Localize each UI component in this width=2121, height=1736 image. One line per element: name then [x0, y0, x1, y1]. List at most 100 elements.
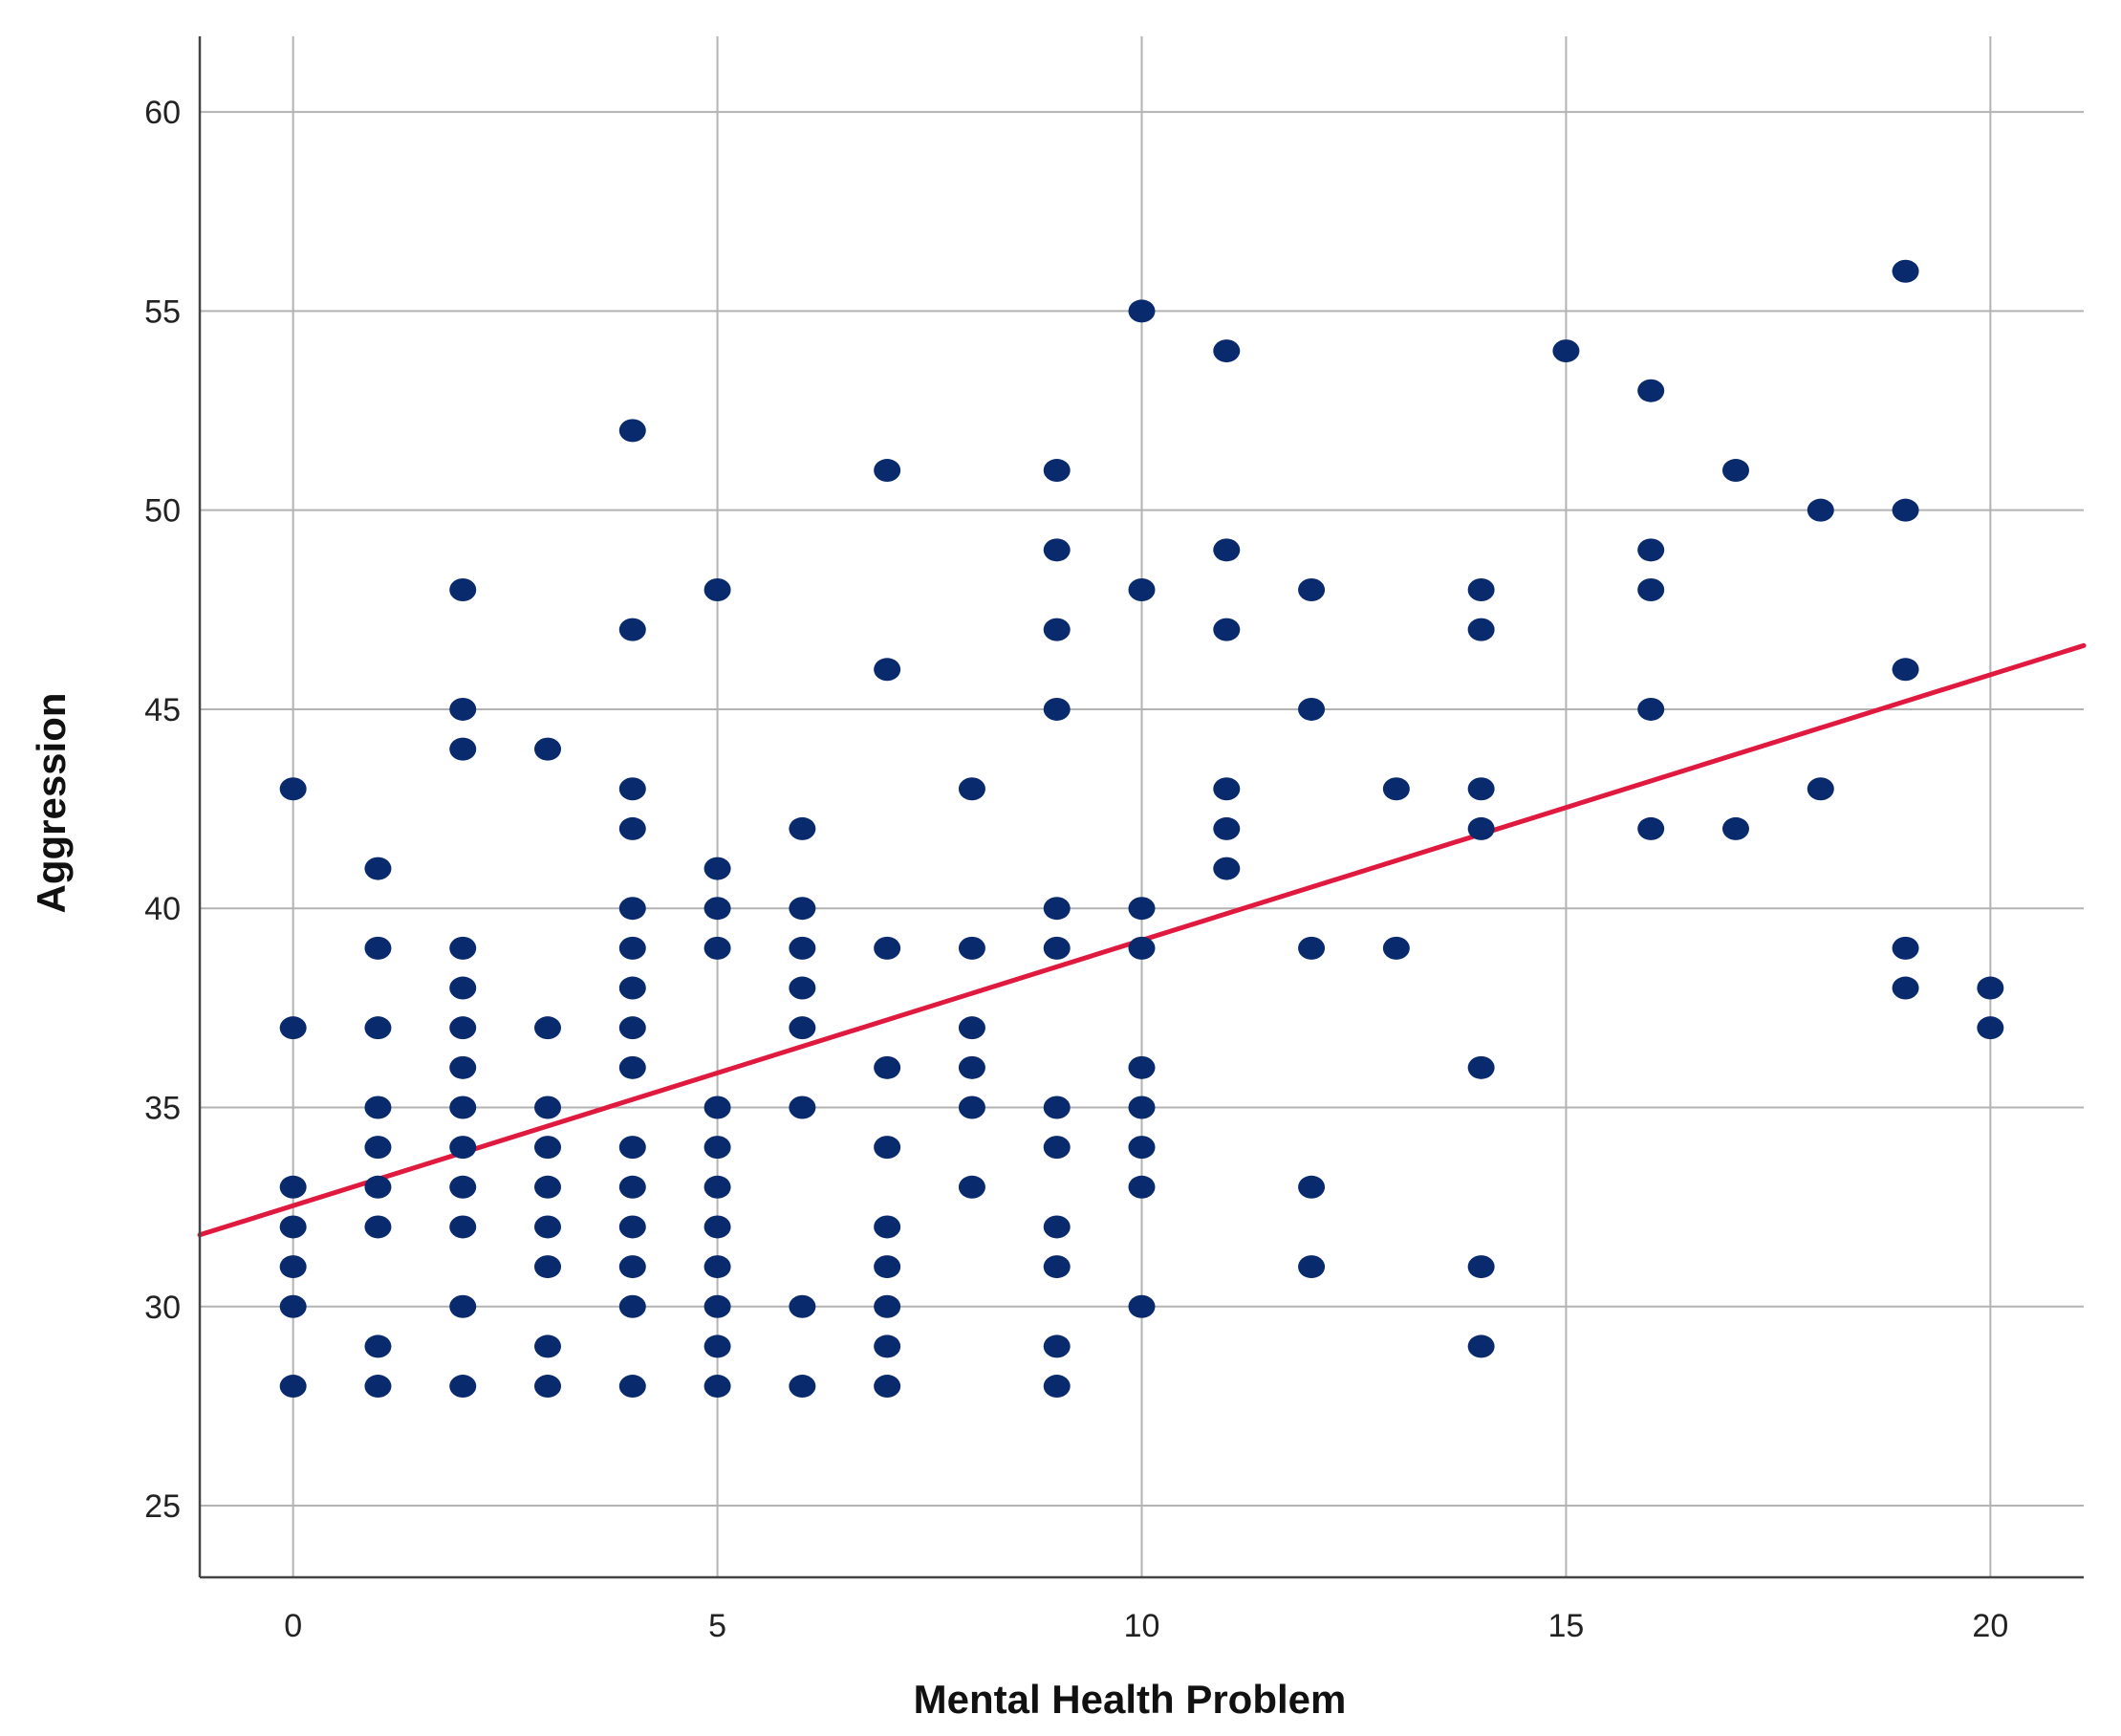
data-point	[449, 737, 477, 761]
data-point	[1637, 538, 1665, 562]
data-point	[1043, 697, 1071, 721]
data-point	[1213, 618, 1241, 641]
data-point	[703, 936, 731, 960]
data-point	[618, 897, 646, 921]
data-point	[1128, 577, 1156, 601]
data-point	[703, 857, 731, 880]
data-point	[279, 1294, 307, 1318]
data-point	[279, 777, 307, 801]
data-point	[449, 1055, 477, 1079]
data-point	[1298, 936, 1326, 960]
data-point	[618, 1175, 646, 1199]
data-point	[1467, 816, 1495, 840]
data-point	[279, 1215, 307, 1239]
data-point	[789, 816, 816, 840]
data-point	[874, 1136, 901, 1160]
data-point	[364, 1375, 392, 1399]
data-point	[1043, 618, 1071, 641]
data-point	[874, 1294, 901, 1318]
data-point	[364, 857, 392, 880]
data-point	[618, 1136, 646, 1160]
data-point	[1892, 936, 1919, 960]
data-point	[1213, 538, 1241, 562]
data-point	[958, 777, 985, 801]
data-point	[534, 1136, 562, 1160]
data-point	[364, 1136, 392, 1160]
data-point	[874, 1375, 901, 1399]
data-point	[1892, 976, 1919, 1000]
data-point	[1128, 1136, 1156, 1160]
data-point	[1298, 577, 1326, 601]
data-point	[874, 1255, 901, 1279]
y-tick-label: 25	[144, 1488, 181, 1525]
data-point	[789, 1294, 816, 1318]
data-point	[703, 1335, 731, 1358]
y-tick-label: 40	[144, 891, 181, 927]
data-point	[364, 1215, 392, 1239]
data-point	[364, 1335, 392, 1358]
data-point	[618, 1055, 646, 1079]
data-point	[874, 1215, 901, 1239]
data-point	[449, 1375, 477, 1399]
data-point	[703, 1215, 731, 1239]
data-point	[534, 1096, 562, 1119]
data-point	[1298, 1175, 1326, 1199]
data-point	[1467, 1055, 1495, 1079]
data-point	[1892, 259, 1919, 283]
data-point	[1043, 897, 1071, 921]
data-points	[279, 259, 2004, 1399]
data-point	[1382, 936, 1410, 960]
data-point	[449, 1175, 477, 1199]
data-point	[1977, 976, 2004, 1000]
data-point	[449, 1136, 477, 1160]
data-point	[534, 1175, 562, 1199]
data-point	[449, 1215, 477, 1239]
data-point	[279, 1016, 307, 1040]
data-point	[703, 1255, 731, 1279]
data-point	[703, 577, 731, 601]
data-point	[874, 459, 901, 483]
data-point	[279, 1175, 307, 1199]
data-point	[1043, 1215, 1071, 1239]
data-point	[874, 1055, 901, 1079]
data-point	[1637, 816, 1665, 840]
data-point	[1043, 1375, 1071, 1399]
data-point	[618, 1375, 646, 1399]
y-axis-title: Aggression	[29, 692, 74, 913]
data-point	[789, 1096, 816, 1119]
data-point	[703, 1294, 731, 1318]
y-tick-label: 30	[144, 1290, 181, 1326]
data-point	[279, 1255, 307, 1279]
data-point	[1213, 816, 1241, 840]
data-point	[703, 1096, 731, 1119]
y-tick-label: 35	[144, 1090, 181, 1126]
data-point	[449, 976, 477, 1000]
data-point	[364, 936, 392, 960]
data-point	[1298, 697, 1326, 721]
data-point	[1467, 577, 1495, 601]
data-point	[789, 897, 816, 921]
data-point	[789, 936, 816, 960]
data-point	[449, 697, 477, 721]
data-point	[703, 1175, 731, 1199]
data-point	[1128, 897, 1156, 921]
data-point	[534, 1016, 562, 1040]
data-point	[789, 1375, 816, 1399]
tick-labels: 0 5 10 15 20 25 30 35 40 45 50 55 60	[144, 95, 2008, 1644]
data-point	[534, 1215, 562, 1239]
data-point	[1213, 339, 1241, 363]
data-point	[534, 1255, 562, 1279]
data-point	[703, 1136, 731, 1160]
data-point	[1467, 1255, 1495, 1279]
data-point	[1382, 777, 1410, 801]
data-point	[364, 1175, 392, 1199]
data-point	[1552, 339, 1580, 363]
x-tick-label: 0	[284, 1608, 302, 1644]
y-tick-label: 55	[144, 293, 181, 330]
data-point	[1043, 1335, 1071, 1358]
data-point	[618, 618, 646, 641]
data-point	[1128, 1175, 1156, 1199]
data-point	[958, 936, 985, 960]
data-point	[1467, 777, 1495, 801]
